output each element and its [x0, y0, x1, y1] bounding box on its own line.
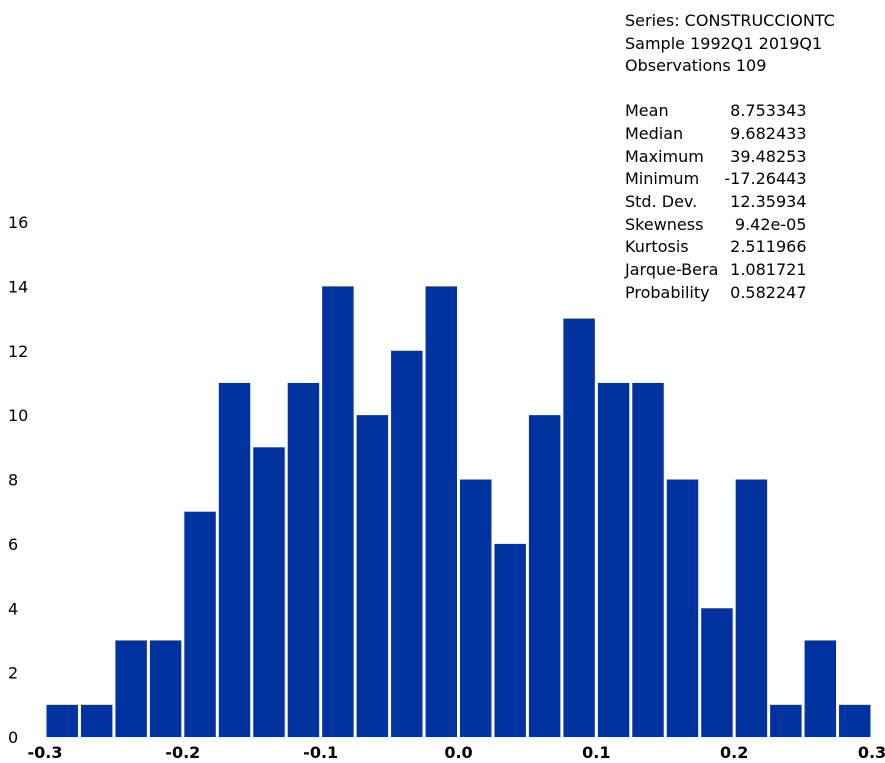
histogram-bar: [218, 382, 251, 737]
x-tick-label: -0.2: [165, 743, 200, 762]
y-tick-label: 16: [8, 213, 28, 232]
histogram-bar: [80, 704, 113, 737]
histogram-bar: [460, 479, 492, 737]
y-tick-label: 4: [8, 599, 18, 618]
stat-value: 9.42e-05: [734, 214, 807, 234]
x-tick-label: 0.1: [582, 743, 610, 762]
histogram-bar: [735, 479, 768, 737]
stat-row: Kurtosis 2.511966: [625, 236, 807, 259]
x-tick-label: 0.2: [720, 743, 748, 762]
x-tick-label: 0.0: [444, 743, 472, 762]
stat-row: Skewness 9.42e-05: [625, 214, 807, 237]
stat-label: Jarque-Bera: [625, 260, 719, 280]
y-tick-label: 6: [8, 535, 18, 554]
stat-row: Std. Dev. 12.35934: [625, 191, 807, 214]
x-tick-label: -0.1: [303, 743, 338, 762]
histogram-bar: [563, 318, 595, 737]
histogram-bar: [494, 543, 526, 738]
histogram-bar: [666, 479, 699, 737]
stat-label: Maximum: [625, 146, 704, 166]
stat-label: Minimum: [625, 169, 700, 189]
y-tick-label: 0: [8, 728, 18, 747]
stat-row: Minimum -17.26443: [625, 168, 807, 191]
histogram-bars: [46, 286, 871, 738]
stat-label: Skewness: [625, 214, 704, 234]
x-tick-label: -0.3: [28, 743, 63, 762]
stat-value: 39.48253: [730, 146, 807, 166]
stat-row: Mean 8.753343: [625, 100, 807, 123]
stat-value: -17.26443: [724, 169, 807, 189]
stat-value: 2.511966: [730, 237, 807, 257]
stat-value: 0.582247: [730, 282, 807, 302]
histogram-bar: [528, 415, 561, 738]
y-axis-ticks: 0 2 4 6 8 10 12 14 16: [8, 213, 28, 747]
stat-value: 12.35934: [730, 191, 807, 211]
histogram-bar: [701, 608, 733, 737]
statistics-table: Mean 8.753343 Median 9.682433 Maximum 39.4825…: [625, 100, 807, 304]
histogram-bar: [149, 640, 182, 737]
histogram-bar: [184, 511, 216, 737]
histogram-bar: [632, 382, 664, 737]
histogram-bar: [356, 415, 389, 738]
stat-value: 8.753343: [730, 101, 807, 121]
y-tick-label: 10: [8, 406, 28, 425]
histogram-bar: [597, 382, 630, 737]
histogram-bar: [322, 286, 354, 738]
stat-row: Probability 0.582247: [625, 282, 807, 305]
stat-row: Median 9.682433: [625, 123, 807, 146]
stat-label: Mean: [625, 101, 669, 121]
y-tick-label: 8: [8, 471, 18, 490]
histogram-bar: [804, 640, 837, 737]
histogram-bar: [115, 640, 147, 737]
stat-label: Probability: [625, 282, 710, 302]
stat-label: Std. Dev.: [625, 191, 698, 211]
histogram-bar: [839, 704, 871, 737]
histogram-bar: [46, 704, 78, 737]
stat-value: 9.682433: [730, 123, 807, 143]
y-tick-label: 14: [8, 277, 28, 296]
histogram-bar: [253, 447, 285, 737]
stat-label: Kurtosis: [625, 237, 689, 257]
x-axis-ticks: -0.3 -0.2 -0.1 0.0 0.1 0.2 0.3: [28, 743, 885, 762]
y-tick-label: 12: [8, 342, 28, 361]
histogram-bar: [391, 350, 423, 737]
series-name: Series: CONSTRUCCIONTC: [625, 11, 835, 30]
stat-row: Jarque-Bera 1.081721: [625, 259, 807, 282]
observations-count: Observations 109: [625, 56, 767, 76]
stat-value: 1.081721: [730, 260, 807, 280]
x-tick-label: 0.3: [858, 743, 885, 762]
y-tick-label: 2: [8, 664, 18, 683]
stat-label: Median: [625, 123, 684, 143]
histogram-bar: [425, 286, 457, 738]
stat-row: Maximum 39.48253: [625, 146, 807, 169]
histogram-bar: [770, 704, 802, 737]
sample-range: Sample 1992Q1 2019Q1: [625, 33, 823, 53]
statistics-panel: Series: CONSTRUCCIONTC Sample 1992Q1 201…: [625, 10, 835, 304]
histogram-bar: [287, 382, 320, 737]
